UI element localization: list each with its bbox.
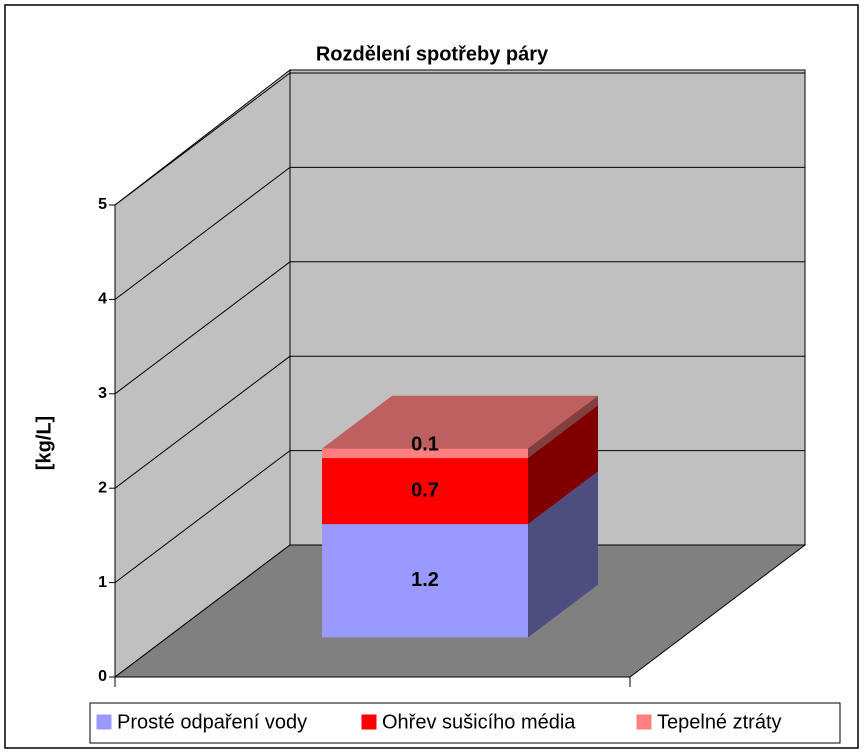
data-label: 0.1	[411, 434, 439, 456]
legend	[89, 702, 841, 744]
y-tick-label: 5	[98, 196, 107, 213]
chart-title: Rozdělení spotřeby páry	[316, 43, 549, 65]
y-axis-label: [kg/L]	[33, 416, 55, 470]
legend-label: Ohřev sušicího média	[382, 711, 576, 733]
y-tick-label: 2	[98, 479, 107, 496]
bar-top	[322, 395, 598, 449]
y-tick-label: 3	[98, 385, 107, 402]
bar-side	[528, 471, 598, 638]
bar-side	[528, 405, 598, 525]
legend-swatch	[96, 714, 112, 730]
y-tick-label: 0	[98, 668, 107, 685]
bar	[322, 524, 528, 638]
legend-swatch	[636, 714, 652, 730]
grid-line	[114, 355, 291, 489]
bar	[322, 458, 528, 525]
data-label: 0.7	[411, 479, 439, 501]
grid-line	[114, 450, 291, 583]
bars: 1.2 0.7 0.1	[322, 395, 598, 638]
legend-label: Tepelné ztráty	[657, 711, 782, 733]
data-label: 1.2	[411, 569, 439, 591]
grid-line	[114, 167, 291, 300]
bar	[322, 448, 528, 459]
y-tick-label: 4	[98, 291, 107, 308]
legend-items: Prosté odpaření vody Ohřev sušicího média…	[96, 711, 782, 733]
bar-side	[528, 395, 598, 459]
legend-label: Prosté odpaření vody	[117, 711, 307, 733]
grid-line	[114, 72, 291, 206]
y-tick-label: 1	[98, 574, 107, 591]
grid-line	[114, 261, 291, 395]
legend-swatch	[361, 714, 377, 730]
